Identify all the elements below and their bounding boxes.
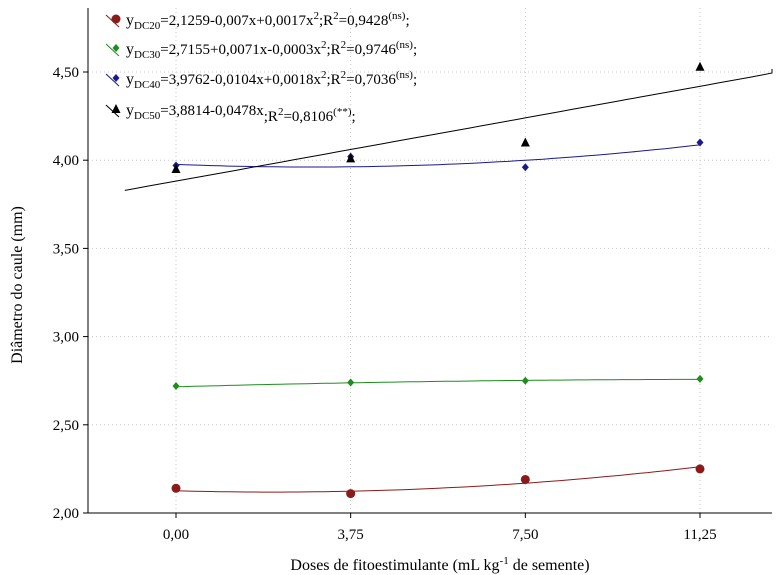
legend-line-dc40 [105, 73, 120, 87]
legend-marker-dc50 [111, 104, 121, 113]
point-dc40 [521, 163, 529, 172]
legend-equation-part: =0,9746 [346, 42, 396, 58]
x-axis-label: Doses de fitoestimulante (mL kg-1 de sem… [290, 555, 589, 574]
legend-equation-part: =3,8814-0,0478x [160, 103, 264, 119]
y-tick-label: 2,00 [53, 506, 79, 522]
y-tick-label: 2,50 [53, 418, 79, 434]
legend-equation-part: 2 [321, 69, 327, 81]
legend-equation-part: (ns) [396, 69, 413, 81]
legend-equation-part: (ns) [396, 39, 413, 51]
point-dc20 [695, 464, 705, 474]
point-dc30 [172, 381, 180, 390]
legend-equation-part: =3,9762-0,0104x+0,0018x [160, 72, 321, 88]
fit-layer [124, 69, 773, 493]
legend-equation-part: =2,1259-0,007x+0,0017x [160, 13, 314, 29]
point-dc40 [696, 138, 704, 147]
legend-line-dc30 [105, 43, 120, 57]
point-dc20 [520, 474, 530, 484]
legend-equation-part: ;R [319, 13, 333, 29]
grid-layer [88, 8, 772, 513]
legend-equation-part: ;R [264, 109, 278, 125]
legend-equation-part: y [126, 102, 134, 119]
points-layer [171, 61, 705, 499]
point-dc30 [521, 376, 529, 385]
legend-equation-part: DC50 [134, 110, 161, 122]
fit-line-dc20 [175, 466, 701, 493]
y-tick-label: 4,00 [53, 153, 79, 169]
legend: yDC20=2,1259-0,007x+0,0017x2;R2=0,9428(n… [105, 10, 417, 125]
legend-equation-part: 2 [333, 10, 339, 22]
legend-equation-part: y [126, 71, 134, 88]
legend-equation-part: 2 [341, 69, 347, 81]
point-dc50 [520, 137, 530, 147]
legend-marker-dc20 [111, 14, 121, 24]
point-dc50 [695, 61, 705, 71]
legend-equation-dc50: yDC50=3,8814-0,0478x;R2=0,8106(**); [126, 102, 356, 125]
legend-equation-part: 2 [313, 10, 319, 22]
legend-equation-part: y [126, 12, 134, 29]
legend-equation-part: (**) [333, 106, 352, 118]
legend-equation-part: 2 [341, 39, 347, 51]
x-tick-label: 7,50 [512, 527, 538, 543]
x-tick-label: 11,25 [683, 527, 716, 543]
legend-equation-part: =0,7036 [346, 72, 396, 88]
y-tick-label: 3,00 [53, 330, 79, 346]
x-tick-label: 3,75 [338, 527, 364, 543]
fit-line-dc30 [175, 378, 700, 388]
legend-marker-dc30 [112, 44, 120, 52]
legend-equation-dc20: yDC20=2,1259-0,007x+0,0017x2;R2=0,9428(n… [126, 10, 410, 32]
x-axis-label-sup: -1 [500, 555, 509, 567]
legend-equation-part: 2 [321, 39, 327, 51]
point-dc50 [346, 153, 356, 163]
legend-equation-part: =0,9428 [339, 13, 389, 29]
legend-equation-part: DC30 [134, 49, 161, 61]
legend-equation-part: ;R [326, 42, 340, 58]
legend-equation-part: 2 [278, 106, 284, 118]
fit-line-dc50 [124, 69, 773, 191]
point-dc20 [346, 489, 356, 499]
point-dc30 [696, 374, 704, 383]
x-tick-label: 0,00 [163, 527, 189, 543]
legend-equation-part: DC20 [134, 20, 161, 32]
y-tick-label: 4,50 [53, 65, 79, 81]
fit-line-dc40 [175, 144, 701, 168]
point-dc50 [171, 164, 181, 174]
point-dc30 [347, 378, 355, 387]
legend-marker-dc40 [112, 74, 120, 82]
legend-equation-part: ; [413, 42, 417, 58]
point-dc20 [171, 483, 181, 493]
legend-equation-part: ;R [326, 72, 340, 88]
legend-equation-part: ; [413, 72, 417, 88]
legend-equation-dc30: yDC30=2,7155+0,0071x-0,0003x2;R2=0,9746(… [126, 39, 417, 61]
y-tick-label: 3,50 [53, 241, 79, 257]
x-axis-label-end: de semente) [509, 557, 590, 574]
legend-equation-part: (ns) [388, 10, 405, 22]
legend-equation-part: y [126, 41, 134, 58]
axes-layer: 2,00 2,50 3,00 3,50 4,00 4,50 0,00 3,75 7,50 11,2… [53, 8, 772, 543]
x-axis-label-main: Doses de fitoestimulante (mL kg [290, 557, 499, 574]
legend-equation-part: ; [405, 13, 409, 29]
legend-equation-part: DC40 [134, 79, 161, 91]
legend-equation-dc40: yDC40=3,9762-0,0104x+0,0018x2;R2=0,7036(… [126, 69, 417, 91]
legend-equation-part: ; [351, 109, 355, 125]
legend-equation-part: =0,8106 [283, 109, 333, 125]
y-axis-label: Diâmetro do caule (mm) [9, 206, 26, 364]
legend-equation-part: =2,7155+0,0071x-0,0003x [160, 42, 321, 58]
